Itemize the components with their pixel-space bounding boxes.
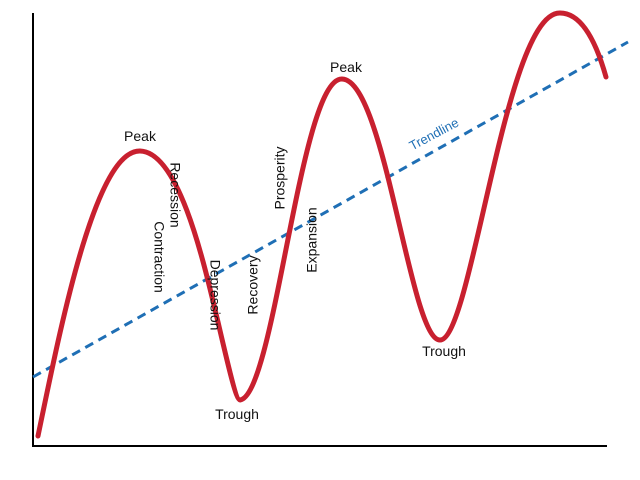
contraction-label: Contraction <box>151 221 167 293</box>
peak-label-2: Peak <box>330 59 363 75</box>
recession-label: Recession <box>167 162 183 227</box>
depression-label: Depression <box>207 260 223 331</box>
trendline-label: Trendline <box>407 115 461 153</box>
prosperity-label: Prosperity <box>272 146 288 209</box>
trendline <box>32 40 629 379</box>
expansion-label: Expansion <box>304 207 320 272</box>
business-cycle-curve <box>35 10 609 439</box>
recovery-label: Recovery <box>245 255 261 314</box>
trough-label-2: Trough <box>422 343 466 359</box>
trough-label-1: Trough <box>215 406 259 422</box>
peak-label-1: Peak <box>124 128 157 144</box>
